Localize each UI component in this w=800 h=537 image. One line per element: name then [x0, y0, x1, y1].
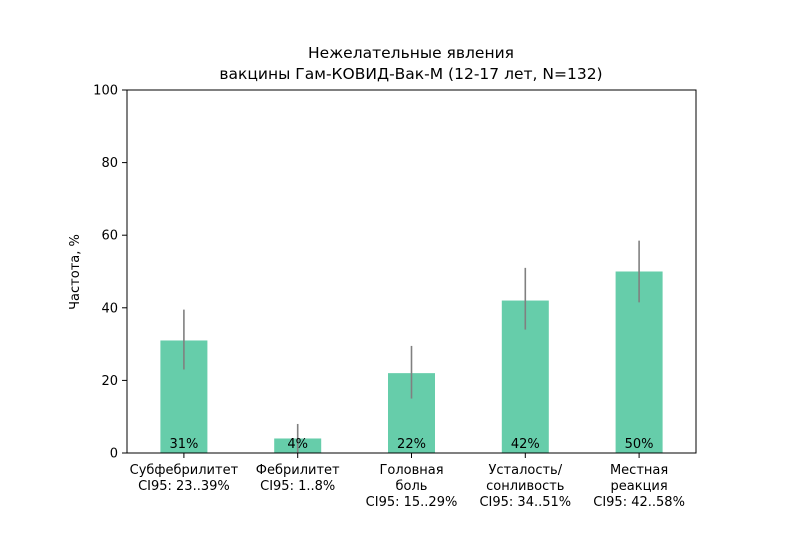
x-tick-label-line: Головная	[379, 463, 443, 478]
x-tick-label-line: сонливость	[486, 479, 564, 494]
bar-value-label: 4%	[287, 437, 308, 452]
x-tick-label-line: Усталость/	[488, 463, 562, 478]
chart-title-line: Нежелательные явления	[308, 44, 514, 62]
x-tick-label-line: боль	[396, 479, 428, 494]
y-tick-label: 20	[101, 374, 118, 389]
chart-title: Нежелательные явления вакцины Гам-КОВИД-В…	[219, 44, 602, 83]
x-tick-label-line: CI95: 1..8%	[260, 479, 335, 494]
x-tick-label: Головная боль CI95: 15..29%	[366, 463, 458, 510]
y-axis-label: Частота, %	[68, 234, 83, 310]
axes-frame	[126, 89, 697, 454]
x-tick-label-line: Фебрилитет	[256, 463, 340, 478]
y-tick-label: 0	[110, 447, 118, 462]
x-tick-label-line: CI95: 34..51%	[479, 495, 571, 510]
y-tick-label: 60	[101, 229, 118, 244]
y-tick-label: 80	[101, 156, 118, 171]
x-tick-label: Усталость/сонливость CI95: 34..51%	[479, 463, 571, 510]
x-tick-label: Субфебрилитет CI95: 23..39%	[130, 463, 239, 494]
bar-value-label: 31%	[169, 437, 198, 452]
bar-value-label: 22%	[397, 437, 426, 452]
x-tick-label-line: CI95: 15..29%	[366, 495, 458, 510]
x-tick-label: Местная реакция CI95: 42..58%	[593, 463, 685, 510]
bar-value-label: 50%	[625, 437, 654, 452]
y-tick-label: 100	[93, 84, 118, 99]
x-tick-label: Фебрилитет CI95: 1..8%	[256, 463, 340, 494]
bar-value-label: 42%	[511, 437, 540, 452]
x-tick-label-line: Субфебрилитет	[130, 463, 239, 478]
plot-area: 0 20 40 60 80 100 31% Субфебрилитет CI95: 23..39…	[93, 84, 685, 511]
x-tick-label-line: реакция	[611, 479, 668, 494]
chart-title-line: вакцины Гам-КОВИД-Вак-М (12-17 лет, N=13…	[219, 65, 602, 83]
x-tick-label-line: CI95: 23..39%	[138, 479, 230, 494]
y-tick-label: 40	[101, 301, 118, 316]
x-tick-label-line: Местная	[610, 463, 668, 478]
x-tick-label-line: CI95: 42..58%	[593, 495, 685, 510]
